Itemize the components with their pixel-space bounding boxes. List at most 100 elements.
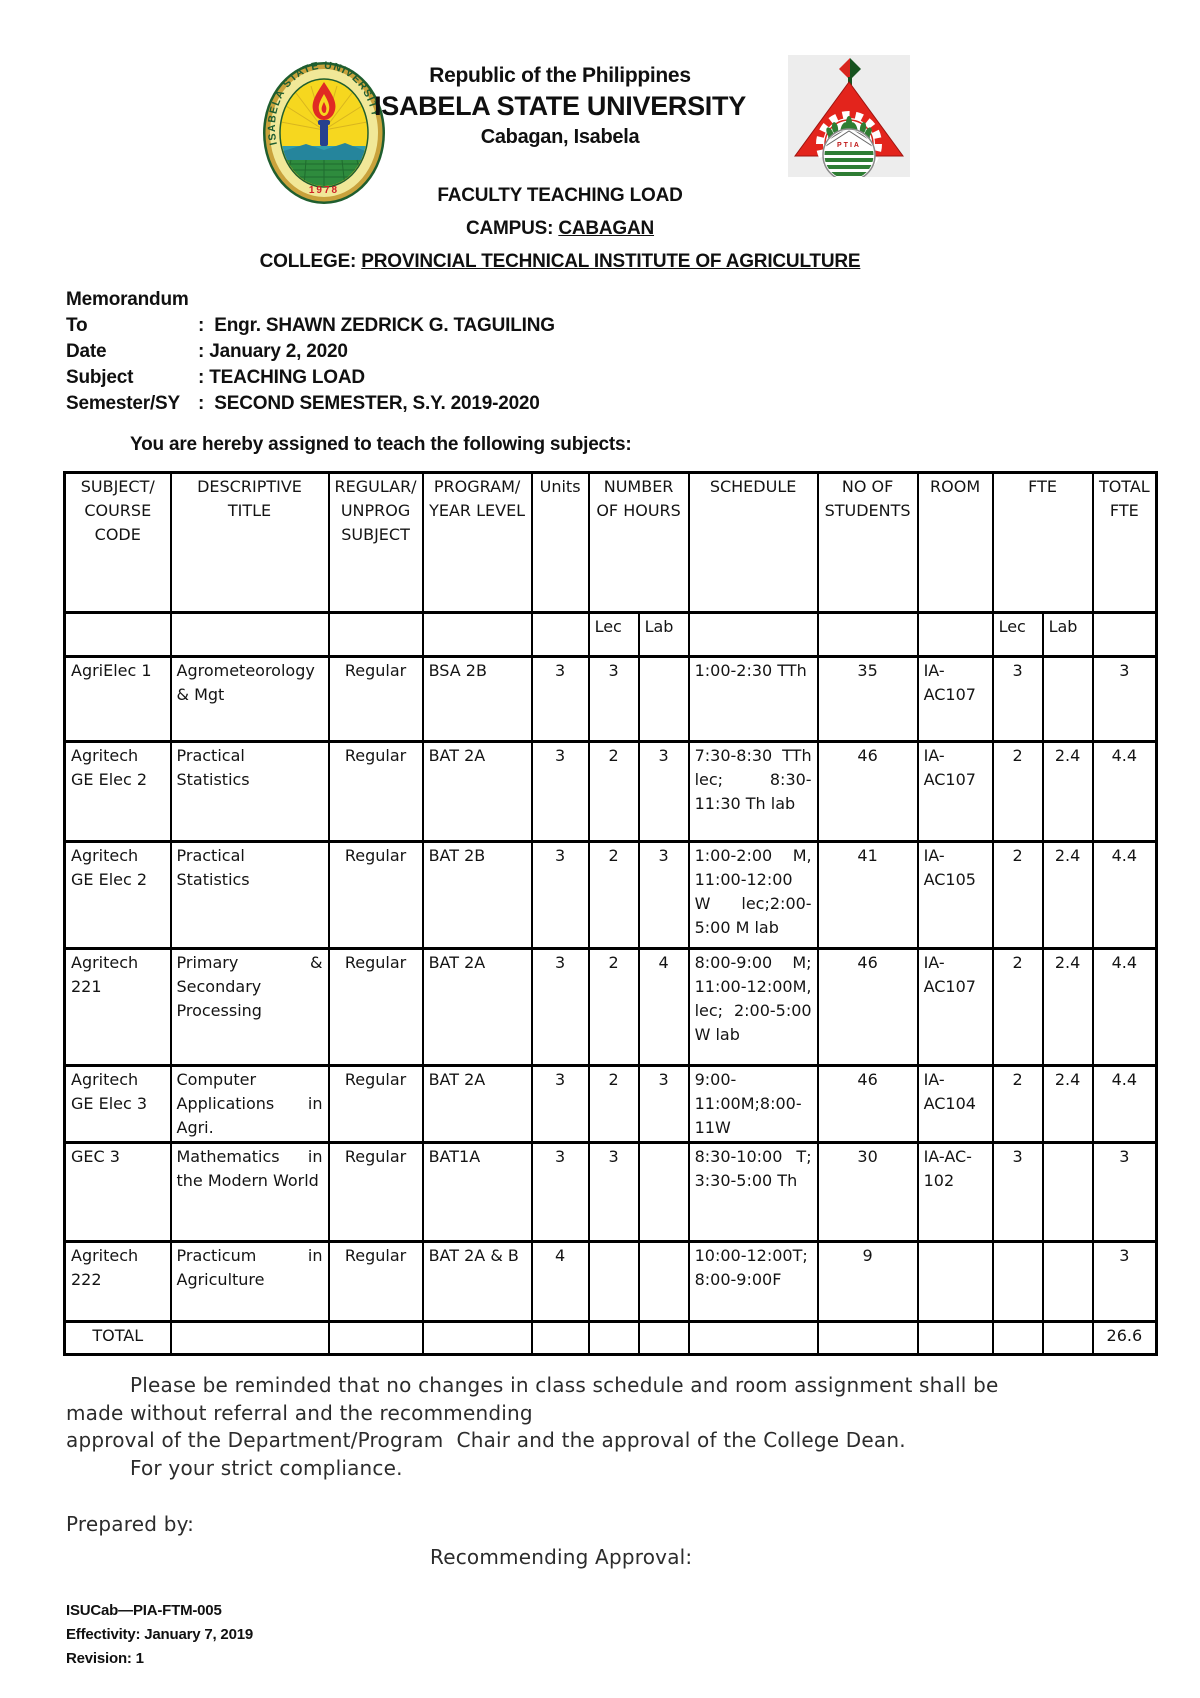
subheader-empty-cell: [421, 611, 533, 658]
doc-revision: Revision: 1: [66, 1650, 144, 1667]
table-row: AgriElec 1 Agrometeorology & Mgt Regular BS…: [63, 655, 1158, 743]
table-cell: [916, 1240, 994, 1323]
table-cell: Practicum in Agriculture: [169, 1240, 330, 1323]
table-row: GEC 3 Mathematics in the Modern World Regu…: [63, 1141, 1158, 1243]
table-cell: Agrometeorology & Mgt: [169, 655, 330, 743]
table-cell: Practical Statistics: [169, 740, 330, 843]
recommending-approval-label: Recommending Approval:: [430, 1545, 693, 1569]
table-cell: 3: [1091, 655, 1158, 743]
college-label: COLLEGE:: [259, 251, 362, 272]
table-cell: Agritech GE Elec 3: [63, 1064, 172, 1144]
campus-location: Cabagan, Isabela: [480, 126, 640, 148]
table-cell: 46: [816, 1064, 919, 1144]
campus-label: CAMPUS:: [465, 218, 559, 239]
table-cell: Mathematics in the Modern World: [169, 1141, 330, 1243]
table-row: Agritech 222 Practicum in Agriculture Regu…: [63, 1240, 1158, 1323]
table-cell: Computer Applications in Agri.: [169, 1064, 330, 1144]
table-cell: Regular: [327, 655, 424, 743]
subheader-empty-cell: [687, 611, 819, 658]
table-cell: 3: [637, 740, 690, 843]
memo-field-value: : SECOND SEMESTER, S.Y. 2019-2020: [198, 393, 540, 414]
table-cell: 2: [991, 740, 1044, 843]
table-cell: 1:00-2:30 TTh: [687, 655, 819, 743]
memo-field-label: Subject: [66, 367, 134, 388]
table-row: Agritech GE Elec 3 Computer Applications …: [63, 1064, 1158, 1144]
table-cell: Regular: [327, 1240, 424, 1323]
table-cell: 46: [816, 740, 919, 843]
table-cell: 3: [991, 655, 1044, 743]
table-cell: BAT 2B: [421, 840, 533, 950]
total-empty-cell: [587, 1320, 640, 1356]
table-cell: 2.4: [1041, 947, 1094, 1067]
column-header: PROGRAM/ YEAR LEVEL: [421, 471, 533, 614]
masthead: Republic of the Philippines ISABELA STAT…: [0, 62, 1120, 151]
table-cell: IA-AC107: [916, 655, 994, 743]
note-line: Please be reminded that no changes in cl…: [130, 1373, 999, 1397]
table-cell: BAT1A: [421, 1141, 533, 1243]
seal-year-text: 1978: [309, 185, 339, 196]
table-cell: Regular: [327, 1064, 424, 1144]
table-cell: 3: [530, 740, 590, 843]
table-cell: 2: [587, 947, 640, 1067]
subcolumn-header: Lab: [1041, 611, 1094, 658]
column-header: SCHEDULE: [687, 471, 819, 614]
total-fte-value: 26.6: [1091, 1320, 1158, 1356]
table-cell: IA-AC104: [916, 1064, 994, 1144]
table-cell: 2: [991, 947, 1044, 1067]
memo-field-value: : January 2, 2020: [198, 341, 348, 362]
doc-title: FACULTY TEACHING LOAD: [437, 185, 683, 206]
table-cell: IA-AC107: [916, 947, 994, 1067]
total-empty-cell: [169, 1320, 330, 1356]
college-value: PROVINCIAL TECHNICAL INSTITUTE OF AGRICU…: [361, 251, 861, 272]
total-empty-cell: [327, 1320, 424, 1356]
university-name: ISABELA STATE UNIVERSITY: [374, 91, 746, 121]
table-cell: 41: [816, 840, 919, 950]
total-label: TOTAL: [63, 1320, 172, 1356]
table-cell: 30: [816, 1141, 919, 1243]
memo-field: To: Engr. SHAWN ZEDRICK G. TAGUILING: [66, 313, 1200, 339]
total-empty-cell: [991, 1320, 1044, 1356]
table-cell: 4.4: [1091, 840, 1158, 950]
table-cell: BAT 2A: [421, 740, 533, 843]
table-cell: 8:30-10:00 T; 3:30-5:00 Th: [687, 1141, 819, 1243]
subcolumn-header: Lab: [637, 611, 690, 658]
table-cell: BSA 2B: [421, 655, 533, 743]
table-row: Agritech GE Elec 2 Practical Statistics Re…: [63, 740, 1158, 843]
memo-field-value: : Engr. SHAWN ZEDRICK G. TAGUILING: [198, 315, 555, 336]
table-cell: Regular: [327, 1141, 424, 1243]
column-header: ROOM: [916, 471, 994, 614]
table-cell: Agritech GE Elec 2: [63, 740, 172, 843]
table-cell: 3: [637, 1064, 690, 1144]
table-cell: 46: [816, 947, 919, 1067]
column-header: REGULAR/ UNPROG SUBJECT: [327, 471, 424, 614]
table-cell: Regular: [327, 840, 424, 950]
total-empty-cell: [916, 1320, 994, 1356]
table-cell: 3: [1091, 1141, 1158, 1243]
table-cell: 3: [637, 840, 690, 950]
note-line: made without referral and the recommendi…: [66, 1400, 533, 1425]
teaching-load-table: SUBJECT/ COURSE CODE DESCRIPTIVE TITLE REG…: [63, 471, 1159, 1356]
table-cell: 9: [816, 1240, 919, 1323]
table-row: Agritech 221 Primary & Secondary Processi…: [63, 947, 1158, 1067]
total-empty-cell: [637, 1320, 690, 1356]
table-cell: [637, 1141, 690, 1243]
table-cell: BAT 2A: [421, 1064, 533, 1144]
memo-field-label: Semester/SY: [66, 393, 180, 414]
table-cell: Agritech GE Elec 2: [63, 840, 172, 950]
reminder-note: Please be reminded that no changes in cl…: [66, 1372, 1145, 1482]
total-empty-cell: [530, 1320, 590, 1356]
table-cell: 2: [991, 1064, 1044, 1144]
total-empty-cell: [1041, 1320, 1094, 1356]
table-cell: [1041, 1141, 1094, 1243]
table-cell: Regular: [327, 740, 424, 843]
doc-control-block: ISUCab—PIA-FTM-005 Effectivity: January …: [66, 1599, 1200, 1671]
assignment-intro: You are hereby assigned to teach the fol…: [130, 434, 632, 455]
table-cell: [637, 655, 690, 743]
table-cell: 2: [991, 840, 1044, 950]
campus-value: CABAGAN: [558, 218, 655, 239]
subcolumn-header: Lec: [587, 611, 640, 658]
table-cell: [1041, 655, 1094, 743]
prepared-by-label: Prepared by:: [66, 1512, 195, 1536]
table-cell: 3: [587, 655, 640, 743]
